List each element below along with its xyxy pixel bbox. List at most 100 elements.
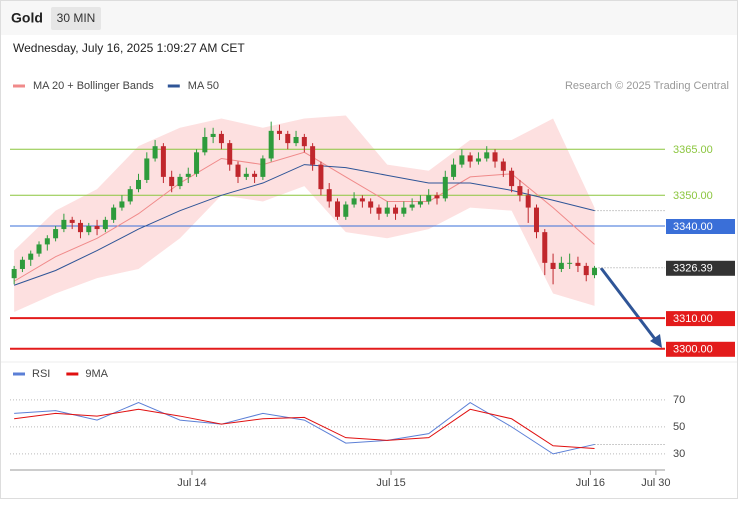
- level-box: [666, 311, 735, 327]
- candle-body: [583, 265, 589, 276]
- y-tick-label: 50: [673, 421, 685, 433]
- candle-body: [310, 146, 316, 165]
- candle-body: [19, 259, 25, 269]
- level-label: 3350.00: [673, 190, 713, 202]
- level-label: 3326.39: [673, 263, 713, 275]
- candle-body: [417, 201, 423, 205]
- candle-body: [335, 201, 340, 217]
- candle-body: [384, 207, 390, 214]
- title: Gold: [11, 10, 43, 26]
- forecast-arrow: [599, 267, 660, 344]
- y-tick-label: 30: [673, 448, 685, 460]
- candle-body: [525, 195, 531, 208]
- candle-body: [119, 201, 125, 208]
- legend-label: 9MA: [85, 368, 108, 380]
- header-bar: [1, 1, 737, 35]
- level-box: [666, 260, 735, 276]
- candle-body: [77, 222, 83, 233]
- candle-body: [401, 207, 407, 214]
- series-line: [14, 408, 595, 449]
- y-tick-label: 70: [673, 394, 685, 406]
- candle-body: [343, 204, 349, 217]
- candle-body: [177, 176, 183, 187]
- candle-body: [111, 207, 117, 220]
- candle-body: [11, 268, 17, 279]
- candle-body: [202, 136, 208, 153]
- candle-body: [517, 186, 523, 196]
- candle-body: [542, 232, 548, 263]
- candle-body: [533, 207, 539, 233]
- candle-body: [252, 173, 258, 177]
- candle-body: [451, 164, 457, 177]
- x-tick-label: Jul 30: [641, 477, 670, 489]
- candle-body: [285, 133, 291, 144]
- candle-body: [351, 198, 357, 205]
- candle-body: [393, 207, 399, 214]
- x-tick-label: Jul 14: [177, 477, 206, 489]
- candle-body: [326, 189, 332, 202]
- candle-body: [492, 152, 498, 162]
- candle-body: [53, 229, 59, 239]
- candle-body: [61, 219, 67, 230]
- level-box: [666, 341, 735, 357]
- candle-body: [127, 189, 133, 202]
- candle-body: [509, 170, 515, 187]
- level-label: 3340.00: [673, 221, 713, 233]
- candle-body: [459, 155, 465, 165]
- candle-body: [575, 262, 581, 266]
- subtitle: Wednesday, July 16, 2025 1:09:27 AM CET: [13, 41, 245, 55]
- candle-body: [194, 152, 200, 174]
- bollinger-band: [14, 115, 595, 312]
- candle-body: [467, 155, 473, 162]
- candle-body: [169, 176, 175, 187]
- legend-label: MA 50: [188, 80, 219, 92]
- credit: Research © 2025 Trading Central: [565, 80, 729, 92]
- candle-body: [86, 226, 92, 233]
- timeframe: 30 MIN: [57, 11, 96, 25]
- candle-body: [268, 130, 274, 159]
- candle-body: [243, 173, 249, 177]
- candle-body: [102, 219, 108, 230]
- candle-body: [592, 267, 598, 276]
- candle-body: [218, 133, 224, 144]
- candle-body: [301, 136, 307, 147]
- candle-body: [484, 152, 490, 159]
- candle-body: [293, 136, 299, 144]
- candle-body: [235, 164, 241, 177]
- candle-body: [227, 143, 233, 165]
- legend-label: RSI: [32, 368, 50, 380]
- candle-body: [426, 195, 432, 202]
- candle-body: [69, 219, 75, 223]
- candle-body: [550, 262, 556, 269]
- candle-body: [318, 164, 324, 190]
- level-label: 3300.00: [673, 344, 713, 356]
- candle-body: [475, 158, 481, 162]
- candle-body: [500, 161, 506, 171]
- level-box: [666, 219, 735, 234]
- candle-body: [368, 201, 374, 208]
- candle-body: [136, 179, 142, 190]
- candle-body: [567, 262, 573, 264]
- candle-body: [152, 146, 158, 159]
- moving-average: [13, 164, 595, 286]
- forecast-arrowhead: [650, 334, 662, 348]
- legend-label: MA 20 + Bollinger Bands: [33, 80, 154, 92]
- candle-body: [409, 204, 415, 208]
- level-label: 3310.00: [673, 313, 713, 325]
- candle-body: [44, 238, 50, 245]
- candle-body: [376, 207, 382, 214]
- candle-body: [359, 198, 365, 202]
- timeframe-tag: [51, 7, 101, 30]
- candle-body: [144, 158, 150, 180]
- candle-body: [36, 244, 42, 254]
- candle-body: [434, 195, 440, 199]
- candle-body: [558, 262, 564, 269]
- candle-body: [94, 226, 100, 230]
- candle-body: [185, 173, 191, 177]
- candle-body: [160, 146, 166, 177]
- x-tick-label: Jul 15: [376, 477, 405, 489]
- level-label: 3365.00: [673, 144, 713, 156]
- x-tick-label: Jul 16: [576, 477, 605, 489]
